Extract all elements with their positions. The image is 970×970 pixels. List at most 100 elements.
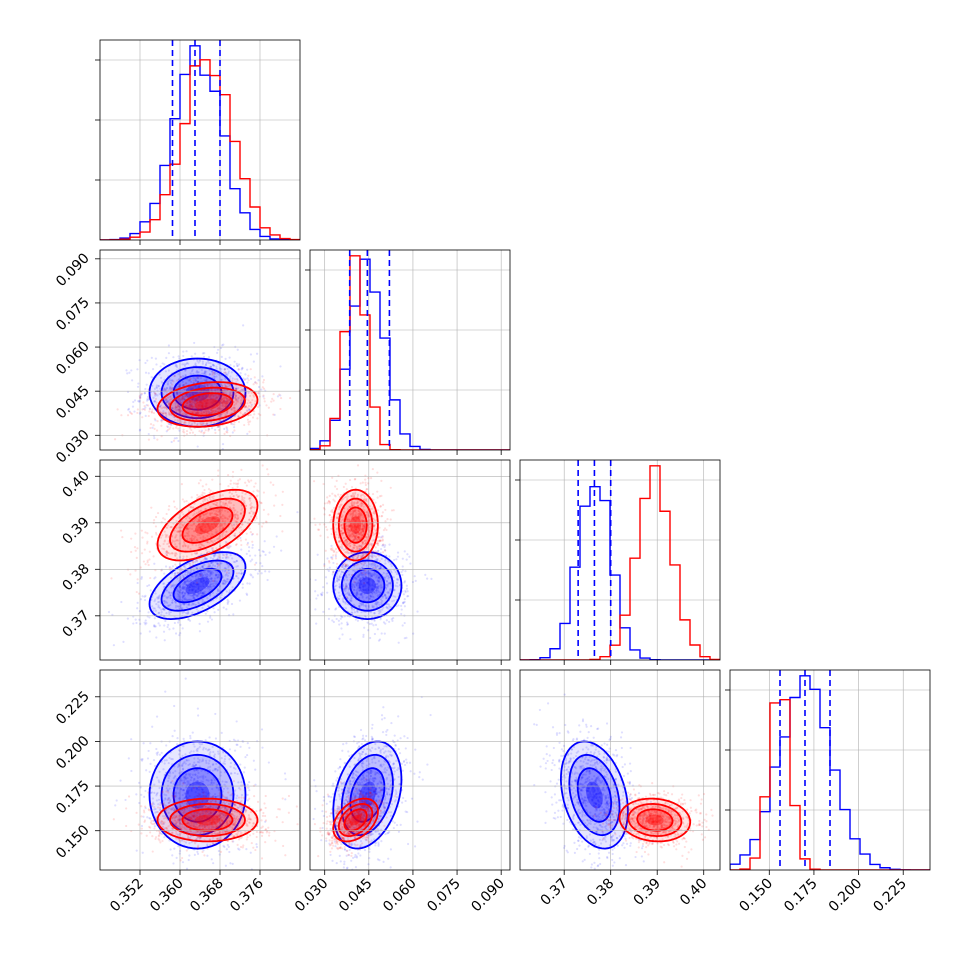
scatter-point: [230, 407, 233, 410]
scatter-point: [197, 398, 200, 402]
histogram-red: [310, 255, 510, 450]
scatter-point: [204, 574, 208, 577]
scatter-point: [177, 589, 180, 592]
scatter-point: [190, 506, 193, 509]
scatter-point: [172, 583, 175, 586]
scatter-point: [152, 607, 155, 610]
scatter-point: [240, 543, 243, 547]
scatter-point: [181, 520, 184, 523]
scatter-point: [225, 400, 228, 403]
scatter-point: [186, 584, 189, 587]
scatter-point: [249, 420, 252, 423]
scatter-point: [426, 577, 429, 580]
scatter-point: [180, 569, 183, 572]
scatter-point: [198, 515, 201, 519]
scatter-point: [195, 608, 198, 611]
scatter-point: [208, 550, 211, 553]
scatter-point: [197, 371, 200, 374]
scatter-point: [157, 604, 160, 607]
scatter-point: [371, 492, 375, 496]
scatter-point: [200, 560, 204, 563]
scatter-point: [196, 417, 200, 420]
scatter-point: [182, 384, 185, 387]
scatter-point: [169, 610, 172, 614]
scatter-point: [223, 367, 227, 371]
scatter-point: [169, 426, 172, 429]
scatter-point: [209, 384, 212, 387]
scatter-point: [195, 376, 198, 379]
scatter-point: [182, 603, 186, 606]
scatter-point: [244, 504, 248, 507]
scatter-point: [270, 400, 273, 403]
scatter-point: [168, 611, 171, 614]
scatter-point: [201, 494, 205, 497]
scatter-point: [195, 397, 198, 401]
scatter-point: [207, 410, 211, 413]
scatter-point: [189, 547, 192, 551]
scatter-point: [206, 359, 210, 363]
scatter-point: [201, 360, 204, 363]
scatter-point: [179, 530, 182, 533]
scatter-point: [207, 577, 210, 580]
contour-red: [169, 386, 246, 423]
scatter-point: [207, 361, 210, 364]
scatter-point: [212, 564, 215, 567]
scatter-point: [167, 369, 170, 372]
scatter-point: [244, 373, 247, 376]
scatter-point: [180, 602, 183, 605]
scatter-point: [187, 571, 190, 574]
scatter-point: [167, 352, 171, 355]
scatter-point: [183, 421, 186, 425]
scatter-point: [228, 515, 231, 518]
scatter-point: [204, 557, 207, 561]
scatter-point: [199, 585, 203, 588]
scatter-point: [218, 388, 221, 391]
scatter-point: [178, 405, 181, 408]
scatter-point: [209, 565, 212, 568]
scatter-point: [176, 530, 179, 533]
scatter-point: [185, 500, 188, 503]
scatter-point: [190, 407, 193, 411]
scatter-point: [171, 599, 174, 602]
scatter-point: [260, 388, 263, 391]
scatter-point: [174, 411, 178, 414]
scatter-point: [197, 575, 200, 578]
scatter-point: [200, 580, 203, 584]
scatter-point: [205, 579, 209, 582]
scatter-point: [160, 413, 163, 416]
scatter-point: [235, 387, 238, 391]
scatter-point: [388, 543, 391, 546]
scatter-point: [234, 519, 237, 523]
scatter-point: [199, 399, 202, 402]
scatter-point: [212, 409, 215, 412]
scatter-point: [199, 528, 202, 531]
scatter-point: [240, 572, 243, 575]
scatter-point: [220, 524, 223, 527]
scatter-point: [209, 571, 213, 575]
scatter-point: [188, 577, 191, 580]
scatter-point: [179, 529, 183, 533]
scatter-point: [239, 539, 243, 542]
scatter-point: [191, 416, 194, 420]
scatter-point: [188, 405, 191, 408]
scatter-point: [400, 604, 403, 607]
scatter-point: [181, 586, 185, 590]
scatter-point: [207, 406, 210, 409]
scatter-point: [164, 416, 168, 419]
scatter-point: [306, 580, 308, 582]
scatter-point: [246, 368, 249, 371]
scatter-point: [197, 416, 200, 419]
scatter-point: [177, 409, 181, 412]
scatter-point: [219, 515, 222, 518]
scatter-point: [164, 399, 168, 402]
scatter-point: [154, 592, 157, 595]
scatter-point: [205, 396, 208, 400]
density-level: [185, 577, 210, 594]
scatter-point: [327, 559, 331, 563]
scatter-point: [150, 410, 153, 413]
scatter-point: [255, 495, 258, 498]
scatter-point: [178, 585, 182, 588]
scatter-point: [205, 423, 208, 426]
scatter-point: [195, 398, 198, 401]
